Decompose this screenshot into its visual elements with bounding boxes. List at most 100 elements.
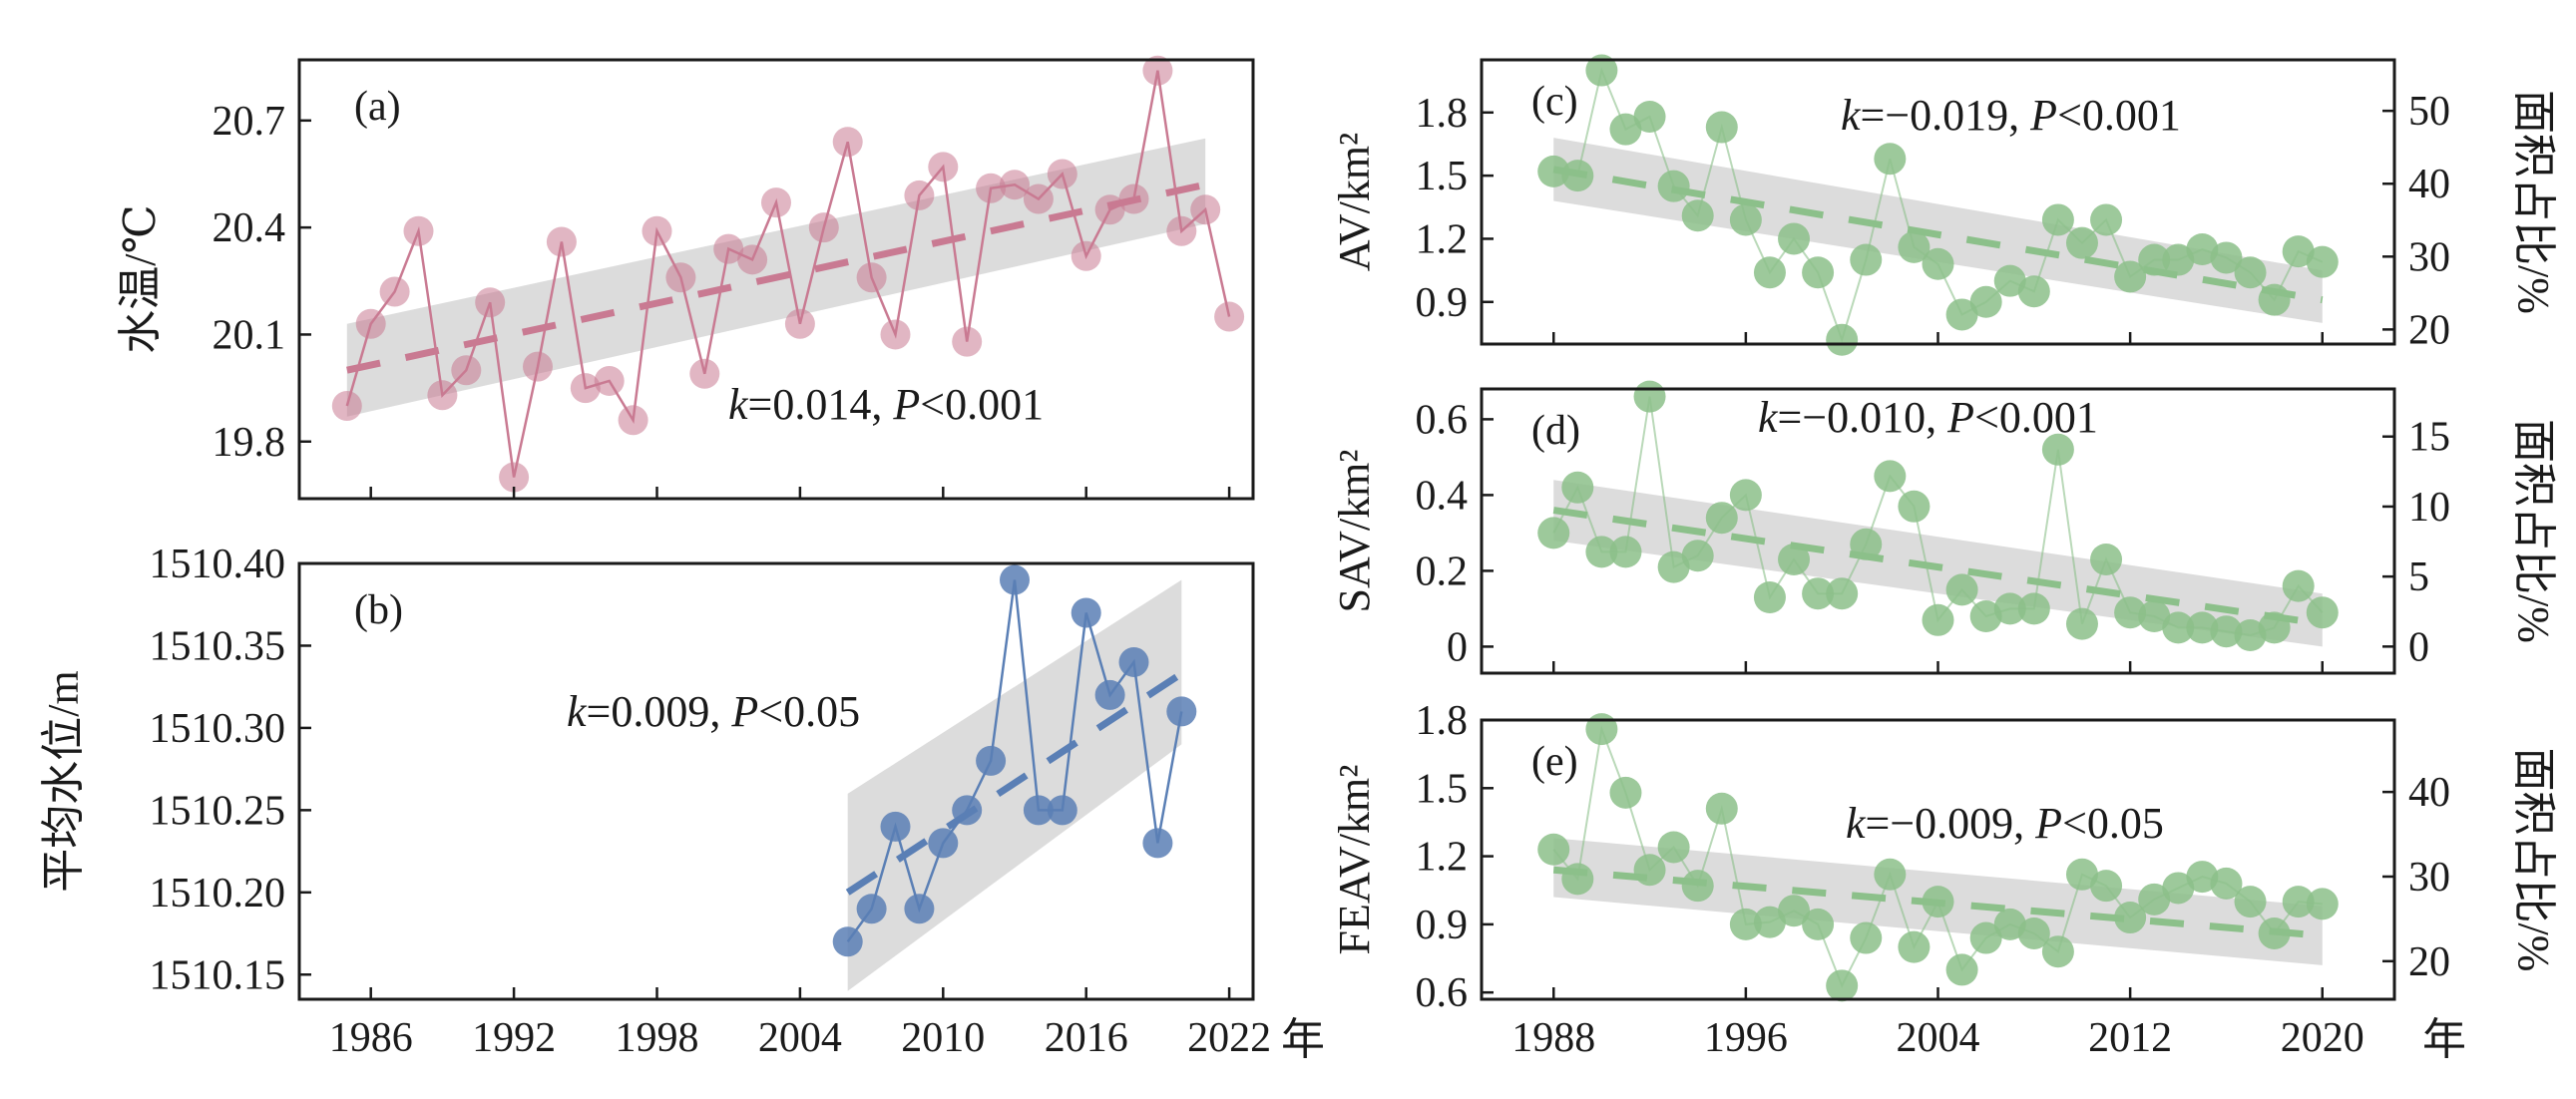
data-point <box>1537 833 1570 866</box>
data-point <box>570 373 601 404</box>
data-point <box>618 405 648 436</box>
data-point <box>451 355 482 386</box>
k-value: =0.009, <box>587 687 732 736</box>
data-point <box>1802 577 1835 610</box>
data-point <box>1166 696 1197 727</box>
y2-tick-label: 30 <box>2408 234 2450 280</box>
data-point <box>546 226 577 257</box>
x-tick-label: 2004 <box>758 1015 842 1061</box>
y-tick-label: 0.9 <box>1416 280 1469 326</box>
panel-label: (c) <box>1531 79 1578 125</box>
data-point <box>2065 607 2098 640</box>
y-tick-label: 1.8 <box>1416 698 1469 744</box>
data-point <box>952 326 983 357</box>
y-tick-label: 1510.30 <box>150 706 286 752</box>
k-value: =−0.010, <box>1778 393 1948 442</box>
data-point <box>761 187 791 218</box>
y2-axis-label: 面积占比/% <box>2509 90 2558 314</box>
y-axis-label: 平均水位/m <box>39 670 88 892</box>
data-point <box>2210 241 2243 274</box>
data-point <box>976 745 1007 776</box>
data-point <box>2065 226 2098 259</box>
data-point <box>1969 600 2002 632</box>
plot-frame <box>297 561 1255 1001</box>
data-point <box>2210 867 2243 900</box>
data-point <box>1753 906 1786 938</box>
k-value: =0.014, <box>748 380 894 429</box>
data-point <box>1705 792 1738 825</box>
x-tick-label: 1996 <box>1704 1015 1788 1061</box>
data-point <box>403 215 434 246</box>
data-point <box>1850 921 1883 954</box>
data-point <box>1094 679 1125 710</box>
y2-tick-label: 40 <box>2408 770 2450 816</box>
data-point <box>1826 323 1859 356</box>
data-point <box>952 795 983 826</box>
x-tick-label: 2012 <box>2088 1015 2172 1061</box>
p-value: <0.001 <box>2057 91 2181 140</box>
data-point <box>1585 54 1618 87</box>
data-point <box>1000 170 1030 200</box>
data-point <box>2041 203 2074 236</box>
x-tick-label: 2022 <box>1187 1015 1271 1061</box>
data-point <box>2114 902 2147 934</box>
data-point <box>784 308 815 339</box>
k-symbol: k <box>1846 799 1867 848</box>
data-point <box>1118 646 1149 677</box>
data-point <box>1729 479 1762 512</box>
data-point <box>1969 921 2002 954</box>
data-point <box>1993 592 2026 625</box>
data-point <box>904 894 935 924</box>
y-axis-label: 水温/℃ <box>116 204 165 353</box>
data-point <box>1190 194 1221 225</box>
data-point <box>1561 863 1594 896</box>
data-point <box>2258 611 2291 644</box>
data-point <box>1945 953 1978 986</box>
x-tick-label: 2016 <box>1045 1015 1128 1061</box>
data-point <box>928 828 959 859</box>
p-symbol: P <box>2029 91 2057 140</box>
data-point <box>594 365 625 396</box>
data-point <box>379 276 410 307</box>
data-point <box>1537 155 1570 187</box>
data-point <box>2258 283 2291 316</box>
plot-frame <box>297 58 1255 501</box>
y2-tick-label: 40 <box>2408 162 2450 207</box>
data-point <box>1945 298 1978 331</box>
data-point <box>1922 603 1954 636</box>
data-point <box>475 287 506 318</box>
y-tick-label: 0.6 <box>1416 970 1469 1016</box>
y2-tick-label: 10 <box>2408 485 2450 531</box>
y2-tick-label: 5 <box>2408 554 2429 600</box>
data-point <box>1681 870 1714 903</box>
y2-tick-label: 50 <box>2408 89 2450 135</box>
y-tick-label: 0 <box>1447 624 1468 670</box>
data-point <box>1729 908 1762 940</box>
data-point <box>2114 596 2147 629</box>
data-point <box>832 926 863 957</box>
confidence-band <box>1553 138 2323 323</box>
y-tick-label: 1510.40 <box>150 542 286 587</box>
data-point <box>1023 183 1054 214</box>
data-point <box>1561 160 1594 192</box>
data-point <box>2282 569 2315 602</box>
data-point <box>2138 243 2171 276</box>
data-point <box>1609 776 1642 809</box>
panel-d: 0 0.2 0.4 0.6 SAV/km² 0 5 10 15 面积占比/% (d) k=−0.010… <box>1330 380 2558 675</box>
data-point <box>737 244 768 275</box>
p-value: <0.001 <box>1974 393 2098 442</box>
data-point <box>1705 111 1738 144</box>
data-point <box>1729 203 1762 236</box>
k-value: =−0.009, <box>1866 799 2036 848</box>
data-point <box>2090 544 2123 575</box>
p-symbol: P <box>892 380 920 429</box>
data-point <box>2041 935 2074 968</box>
x-tick-label: 2004 <box>1897 1015 1980 1061</box>
trend-annotation: k=−0.019, P<0.001 <box>1841 91 2181 140</box>
x-tick-label: 2020 <box>2281 1015 2364 1061</box>
data-point <box>2017 916 2050 949</box>
panel-a: 19.8 20.1 20.4 20.7 水温/℃ (a) k=0.014, P<0.001 <box>116 55 1255 501</box>
data-point <box>856 262 887 293</box>
p-value: <0.05 <box>2062 799 2164 848</box>
data-point <box>2138 600 2171 632</box>
